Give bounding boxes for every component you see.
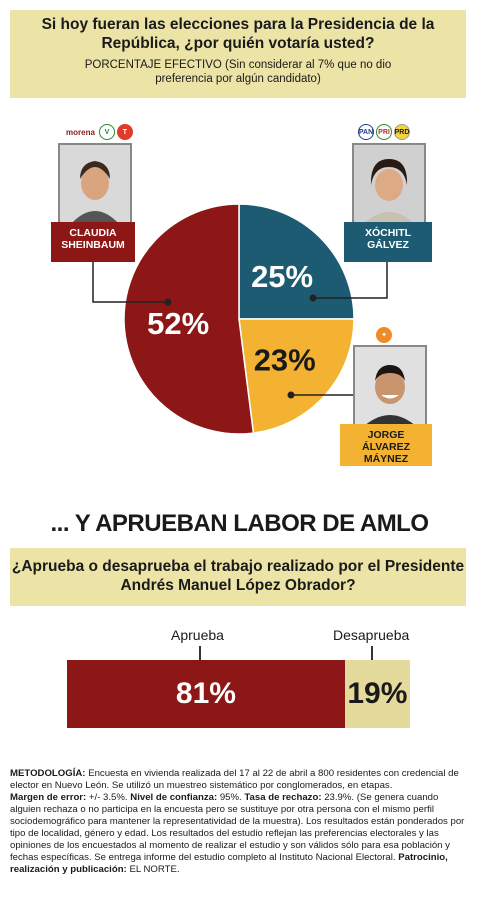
bar-segment-desaprueba: 19%	[344, 660, 410, 728]
maynez-name-tag: JORGE ÁLVAREZ MÁYNEZ	[340, 424, 432, 466]
pie-slice-sheinbaum	[123, 203, 255, 435]
connector-aprueba	[199, 646, 201, 664]
leader-dot-galvez	[309, 294, 317, 302]
leader-dot-sheinbaum	[164, 298, 172, 306]
galvez-name-tag: XÓCHITL GÁLVEZ	[344, 222, 432, 262]
amlo-section-title: ... Y APRUEBAN LABOR DE AMLO	[50, 510, 429, 537]
maynez-portrait	[353, 345, 427, 429]
galvez-portrait	[352, 143, 426, 227]
pan-logo-icon: PAN	[358, 124, 374, 140]
pri-logo-icon: PRI	[376, 124, 392, 140]
amlo-question: ¿Aprueba o desaprueba el trabajo realiza…	[10, 548, 466, 606]
methodology-text: METODOLOGÍA: Encuesta en vivienda realiz…	[10, 768, 465, 875]
bar-segment-aprueba: 81%	[67, 660, 345, 728]
sheinbaum-name-tag: CLAUDIA SHEINBAUM	[51, 222, 135, 262]
label-desaprueba: Desaprueba	[333, 627, 410, 643]
pie-label-sheinbaum: 52%	[147, 306, 209, 341]
mc-party-logo: ✦	[376, 327, 392, 343]
label-aprueba: Aprueba	[171, 627, 224, 643]
question-title: Si hoy fueran las elecciones para la Pre…	[41, 16, 435, 52]
leader-line-sheinbaum	[92, 262, 168, 303]
approval-bar: 81% 19%	[67, 660, 410, 728]
question-subtitle: PORCENTAJE EFECTIVO (Sin considerar al 7…	[84, 59, 392, 85]
galvez-party-logos: PAN PRI PRD	[358, 124, 410, 140]
leader-dot-maynez	[287, 391, 295, 399]
pvem-logo-icon: V	[98, 124, 115, 140]
question-header: Si hoy fueran las elecciones para la Pre…	[10, 10, 466, 98]
prd-logo-icon: PRD	[394, 124, 410, 140]
connector-desaprueba	[371, 646, 373, 664]
pt-logo-icon: T	[116, 124, 133, 140]
vote-pie-chart: 25% 23% 52%	[92, 203, 388, 435]
pie-slice-galvez	[238, 203, 355, 320]
pie-label-maynez: 23%	[254, 342, 316, 377]
mc-logo-icon: ✦	[376, 327, 392, 343]
pie-label-galvez: 25%	[251, 259, 313, 294]
morena-party-logo: morena V T	[66, 124, 133, 140]
sheinbaum-portrait	[58, 143, 132, 227]
leader-line-galvez	[313, 262, 388, 299]
